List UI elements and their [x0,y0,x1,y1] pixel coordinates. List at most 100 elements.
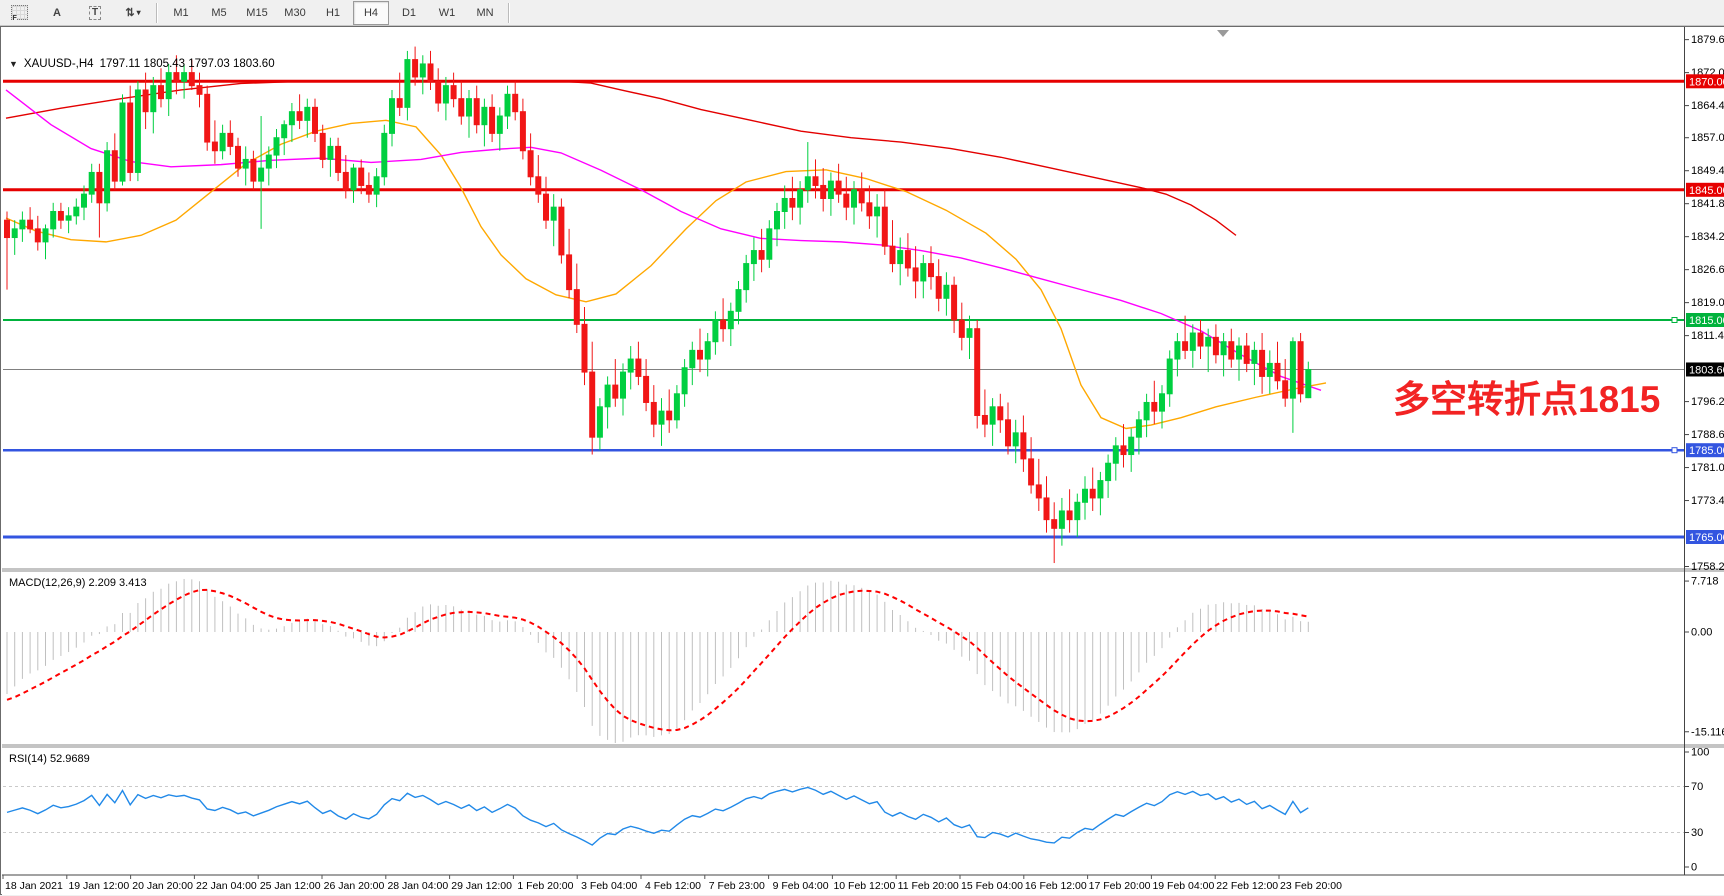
dropdown-caret-icon[interactable]: ▾ [136,8,141,17]
candle-body [396,98,403,108]
candle-body [866,202,873,217]
candle-body [589,371,596,438]
current-price-badge: 1803.60 [1689,364,1724,376]
candle-body [81,193,87,208]
macd-panel: MACD(12,26,9) 2.209 3.413 [6,577,1309,743]
candle-body [912,267,919,282]
symbol-dropdown-icon[interactable]: ▼ [9,59,18,69]
candle-body [851,189,857,208]
macd-signal-line [6,588,1309,732]
date-label: 19 Feb 04:00 [1152,880,1214,892]
candle-body [150,85,157,113]
price-badge-1765.00-bg [1686,530,1724,544]
text-t-icon[interactable]: T [77,1,113,25]
candle-body [1197,332,1204,347]
candle-body [57,211,64,221]
candle-body [889,245,896,265]
candle-body [958,319,965,338]
candle-body [1143,401,1150,421]
candle-body [350,167,357,191]
candle-body [981,414,988,425]
candle-body [681,367,688,395]
candle-body [73,206,80,217]
candle-body [951,284,958,321]
price-badge-1845.00-bg [1686,182,1724,197]
candle-body [1236,345,1242,360]
date-label: 22 Jan 04:00 [196,880,257,892]
candle-body [1120,445,1127,456]
candle-body [989,406,996,425]
price-axis[interactable]: 1879.601872.001864.401857.001849.401841.… [1685,34,1724,874]
candle-body [874,206,881,217]
price-tick-label: 1857.00 [1691,132,1724,144]
timeframe-h4[interactable]: H4 [353,0,389,25]
candle-body [127,102,134,173]
level-handle-icon[interactable] [1671,447,1678,454]
cursor-a-icon[interactable]: A [53,6,61,19]
candle-body [1082,488,1088,503]
candle-body [42,228,49,243]
candle-body [612,384,619,399]
candle-body [673,393,680,421]
price-tick-label: 1758.20 [1691,561,1724,573]
candle-body [1205,336,1212,347]
candle-body [835,180,842,195]
toolbar-separator [508,2,510,23]
candle-body [743,263,750,291]
candle-body [1058,510,1065,529]
candle-body [1243,345,1250,364]
candle-body [1305,368,1312,399]
candle-body [527,150,534,178]
candle-body [235,145,241,169]
candle-body [1097,480,1104,499]
toolbar-separator [156,2,158,23]
candle-body [265,154,272,169]
ma-red-line [5,80,1237,236]
timeframe-m30[interactable]: M30 [284,6,306,19]
candle-body [1182,341,1189,351]
timeframe-mn[interactable]: MN [476,6,494,19]
candle-body [566,254,573,291]
price-tick-label: 1796.20 [1691,396,1724,408]
candle-body [327,145,334,160]
candle-body [1289,341,1296,399]
candle-body [373,176,380,195]
price-tick-label: 1834.20 [1691,231,1724,243]
level-handle-icon[interactable] [1671,317,1678,323]
candle-body [827,180,834,199]
candle-body [281,124,288,139]
price-tick-label: 1841.80 [1691,198,1724,210]
grid-f-icon[interactable]: F [1,1,37,25]
candle-body [550,206,557,221]
candle-body [758,250,765,260]
timeframe-d1[interactable]: D1 [401,6,417,19]
candle-body [258,167,265,182]
candle-body [389,98,395,134]
timeframe-m1[interactable]: M1 [173,6,189,19]
rsi-label: RSI(14) 52.9689 [9,753,90,765]
candle-body [50,211,57,230]
candle-body [1066,510,1073,521]
chart-canvas[interactable]: 多空转折点18151879.601872.001864.401857.00184… [1,27,1724,896]
timeframe-m15[interactable]: M15 [246,6,268,19]
candle-body [1043,497,1050,521]
timeframe-w1[interactable]: W1 [438,6,456,19]
candle-body [181,72,188,82]
date-label: 10 Feb 12:00 [833,880,895,892]
candle-body [596,406,603,438]
chart-ohlc-values: 1797.11 1805.43 1797.03 1803.60 [99,58,275,70]
date-label: 11 Feb 20:00 [898,880,959,892]
candle-body [1212,336,1219,356]
date-axis[interactable]: 18 Jan 2021 19 Jan 12:00 20 Jan 20:00 22 Ja… [2,875,1342,892]
macd-axis-max: 7.718 [1691,576,1719,588]
candle-body [96,171,103,204]
candle-body [843,193,850,208]
rsi-axis-label: 100 [1691,747,1709,759]
candle-body [273,137,280,156]
timeframe-m5[interactable]: M5 [211,6,227,19]
date-label: 28 Jan 04:00 [387,880,448,892]
arrows-swap-icon[interactable]: ⇅ ▾ [125,7,141,19]
timeframe-h1[interactable]: H1 [325,6,341,19]
candle-body [1135,419,1142,438]
candle-body [134,89,141,173]
